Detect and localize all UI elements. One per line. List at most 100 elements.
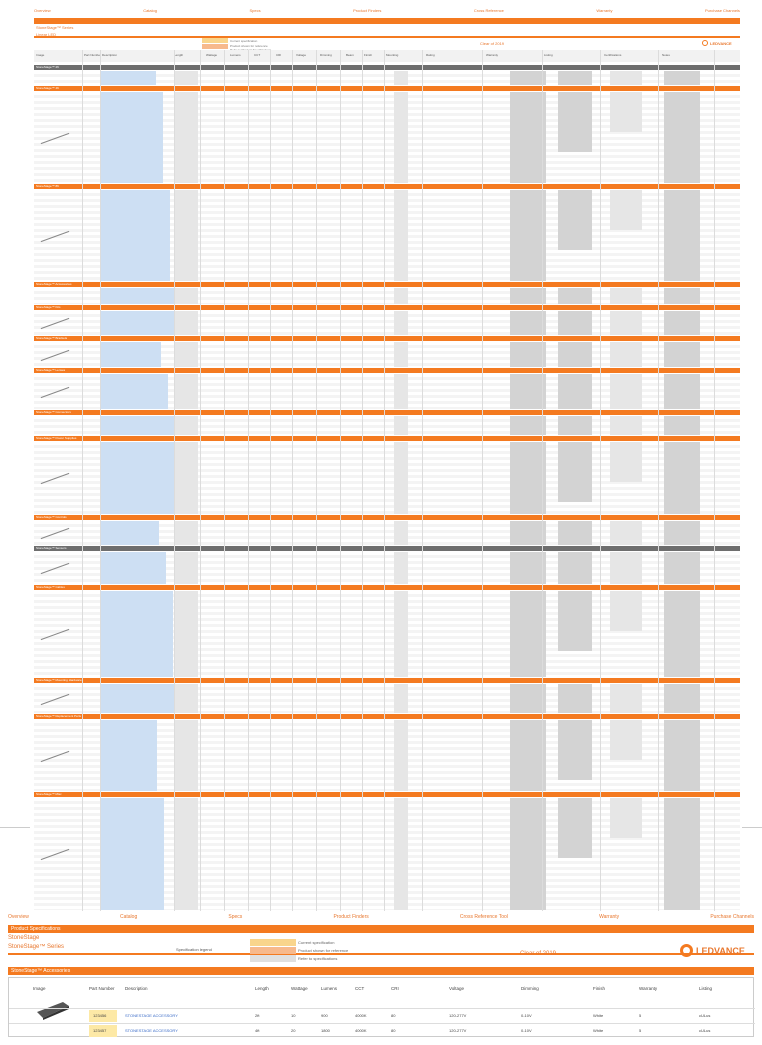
section-band: StoneStage™ Lenses [34, 368, 740, 373]
section-band: StoneStage™ Sensors [34, 546, 740, 551]
bottom-legend-swatch-yellow [250, 939, 296, 946]
bottom-nav-item[interactable]: Overview [8, 914, 29, 920]
table-cell-finish: White [593, 1013, 604, 1018]
bottom-table-header: Length [255, 986, 269, 991]
spec-column-light [610, 684, 642, 713]
grid-line [340, 50, 341, 911]
description-column [100, 798, 164, 910]
spec-column-light [610, 552, 642, 584]
description-link[interactable]: STONESTAGE ACCESSORY [125, 1013, 178, 1018]
product-image-icon [37, 1002, 69, 1020]
column-header: Warranty [486, 53, 499, 57]
bottom-nav-item[interactable]: Catalog [120, 914, 138, 920]
grid-line [482, 50, 483, 911]
bottom-table-header: Dimming [521, 986, 539, 991]
bottom-logo-text: LEDVANCE [696, 945, 745, 956]
header-band [34, 18, 740, 24]
section-label: StoneStage™ 4ft [36, 86, 59, 90]
table-cell-cct: 4000K [355, 1013, 367, 1018]
spec-column-grey [558, 71, 592, 85]
spec-column-grey [558, 342, 592, 367]
column-header: Length [174, 53, 184, 57]
bottom-legend-swatch-grey [250, 955, 296, 962]
bottom-section-label: StoneStage™ Accessories [11, 968, 71, 974]
bottom-nav-item[interactable]: Warranty [599, 914, 620, 920]
spec-column-light [174, 416, 198, 435]
top-nav-item[interactable]: Cross Reference [473, 8, 504, 13]
column-header: Image [36, 53, 45, 57]
spec-column-grey [664, 442, 700, 514]
spec-column-grey [664, 720, 700, 791]
spec-column-light [174, 442, 198, 514]
spec-column-light [394, 311, 408, 335]
part-number-cell: 123457 [89, 1025, 117, 1037]
column-header-row: Image Part Number Description Length Wattage… [34, 50, 740, 62]
legend-text-0: Current specification [230, 39, 258, 43]
spec-column-light [174, 288, 198, 304]
section-band: StoneStage™ 2ft [34, 65, 740, 70]
spec-column-light [610, 342, 642, 367]
grid-line [224, 50, 225, 911]
spec-column-light [174, 798, 198, 910]
description-column [100, 521, 159, 545]
section-band: StoneStage™ 4ft [34, 86, 740, 91]
spec-column-light [610, 190, 642, 230]
legend-text-1: Product shown for reference [230, 44, 268, 48]
spec-column-grey [558, 442, 592, 502]
spec-column-grey [510, 720, 546, 791]
description-column [100, 416, 175, 435]
section-band: StoneStage™ Cables [34, 585, 740, 590]
spec-column-grey [510, 591, 546, 677]
table-row: 123457 STONESTAGE ACCESSORY 4ft 20 1800 4000K… [9, 1023, 755, 1038]
table-cell-cri: 80 [391, 1028, 396, 1033]
bottom-nav-item[interactable]: Specs [228, 914, 243, 920]
spec-column-grey [558, 92, 592, 152]
spec-column-light [394, 720, 408, 791]
grid-line [248, 50, 249, 911]
table-cell-warranty: 5 [639, 1028, 642, 1033]
column-header: Dimming [320, 53, 332, 57]
spec-column-grey [510, 288, 546, 304]
section-band: StoneStage™ Controls [34, 515, 740, 520]
description-column [100, 288, 177, 304]
bottom-nav-item[interactable]: Purchase Channels [710, 914, 754, 920]
top-nav-item[interactable]: Specs [249, 8, 261, 13]
grid-line [82, 50, 83, 911]
grid-line [100, 50, 101, 911]
top-nav-item[interactable]: Catalog [143, 8, 157, 13]
table-cell-watt: 20 [291, 1028, 296, 1033]
spec-column-light [394, 684, 408, 713]
grid-line [714, 50, 715, 911]
spec-column-light [610, 71, 642, 85]
column-header: CCT [254, 53, 261, 57]
spec-column-light [610, 311, 642, 335]
grid-line [174, 50, 175, 911]
top-nav-item[interactable]: Overview [34, 8, 51, 13]
spec-column-grey [510, 71, 546, 85]
section-band: StoneStage™ Power Supplies [34, 436, 740, 441]
bottom-legend-text-1: Product shown for reference [298, 948, 349, 953]
top-nav-item[interactable]: Warranty [596, 8, 613, 13]
spec-column-light [610, 591, 642, 631]
spec-column-light [610, 416, 642, 435]
description-column [100, 591, 173, 677]
table-cell-lumens: 1800 [321, 1028, 330, 1033]
spec-column-grey [664, 374, 700, 409]
bottom-table-header: Part Number [89, 986, 115, 991]
top-nav-item[interactable]: Product Finders [353, 8, 382, 13]
spec-column-grey [558, 288, 592, 304]
top-nav-item[interactable]: Purchase Channels [705, 8, 740, 13]
part-number: 123457 [93, 1028, 107, 1033]
spec-column-grey [664, 684, 700, 713]
bottom-nav-item[interactable]: Product Finders [333, 914, 369, 920]
description-column [100, 374, 168, 409]
section-label: StoneStage™ Cables [36, 585, 65, 589]
spec-column-light [174, 720, 198, 791]
bottom-table-header: CRI [391, 986, 399, 991]
legend-swatch-orange [202, 44, 228, 49]
spec-column-grey [664, 591, 700, 677]
page-divider-right [742, 827, 762, 828]
description-link[interactable]: STONESTAGE ACCESSORY [125, 1028, 178, 1033]
bottom-table-header: Image [33, 986, 46, 991]
bottom-nav-item[interactable]: Cross Reference Tool [459, 914, 508, 920]
